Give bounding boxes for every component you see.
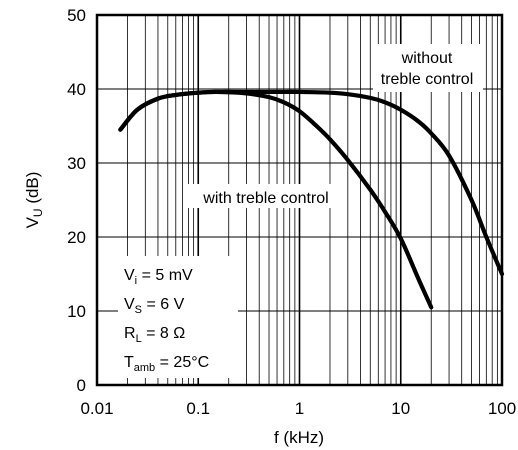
- y-tick-labels: 0 10 20 30 40 50: [67, 6, 86, 395]
- x-tick-label: 0.01: [80, 399, 113, 418]
- x-tick-labels: 0.01 0.1 1 10 100: [80, 399, 516, 418]
- x-tick-label: 100: [488, 399, 516, 418]
- y-tick-label: 30: [67, 154, 86, 173]
- x-tick-label: 10: [391, 399, 410, 418]
- y-tick-label: 40: [67, 80, 86, 99]
- y-tick-label: 0: [77, 376, 86, 395]
- plot-frame: [95, 13, 504, 387]
- annotation-with-label: with treble control: [202, 190, 328, 207]
- annotation-without-line1: without: [401, 50, 453, 67]
- y-tick-label: 50: [67, 6, 86, 25]
- condition-rl: RL = 8 Ω: [124, 325, 185, 345]
- condition-vi: Vi = 5 mV: [124, 267, 193, 287]
- y-tick-label: 20: [67, 228, 86, 247]
- y-axis-label: VU (dB): [23, 172, 45, 229]
- x-tick-label: 1: [295, 399, 304, 418]
- y-tick-label: 10: [67, 302, 86, 321]
- x-axis-label: f (kHz): [274, 428, 324, 447]
- series-line-with-treble-control: [118, 89, 434, 310]
- annotation-with-bg: [186, 184, 346, 208]
- x-tick-label: 0.1: [186, 399, 210, 418]
- series-layer: [118, 89, 505, 310]
- condition-tamb: Tamb = 25°C: [124, 354, 209, 374]
- condition-vs: VS = 6 V: [124, 296, 185, 316]
- annotation-without-line2: treble control: [381, 71, 474, 88]
- annotation-without-bg: [373, 44, 483, 92]
- conditions-bg: [118, 256, 238, 378]
